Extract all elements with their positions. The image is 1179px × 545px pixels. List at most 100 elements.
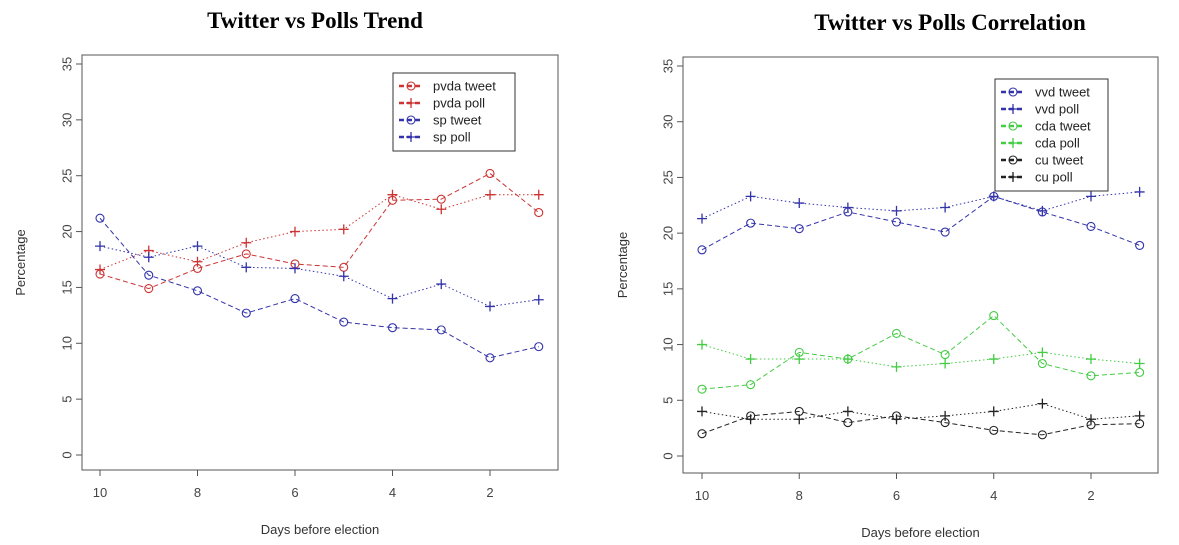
data-point	[143, 252, 154, 263]
data-point	[95, 241, 105, 252]
legend-label: cda poll	[1035, 136, 1080, 151]
data-point	[794, 198, 805, 209]
data-point	[339, 317, 349, 327]
plot-frame	[81, 54, 559, 471]
data-point	[1135, 240, 1145, 250]
data-point	[241, 262, 252, 273]
legend-marker	[406, 98, 416, 108]
series-sp-poll	[95, 241, 544, 312]
y-axis-label: Percentage	[13, 229, 28, 296]
legend-marker	[1008, 138, 1018, 148]
series-line	[701, 191, 1140, 220]
data-point	[485, 301, 495, 312]
data-point	[534, 342, 544, 352]
legend-marker	[406, 81, 416, 91]
data-point	[1086, 191, 1096, 202]
data-point	[290, 226, 300, 237]
data-point	[95, 213, 105, 223]
x-tick-label: 2	[1087, 488, 1094, 503]
data-point	[891, 205, 902, 216]
series-line	[701, 344, 1140, 368]
chart-title: Twitter vs Polls Trend	[207, 8, 423, 33]
data-point	[533, 189, 544, 200]
series-line	[701, 403, 1140, 420]
data-point	[1086, 221, 1096, 232]
data-point	[745, 354, 756, 365]
data-point	[533, 294, 544, 305]
data-point	[794, 414, 805, 425]
data-point	[794, 224, 804, 234]
data-point	[241, 237, 252, 248]
y-tick-label: 35	[59, 57, 74, 71]
legend-box	[994, 78, 1109, 192]
series-pvda-poll	[95, 189, 544, 275]
data-point	[697, 245, 707, 255]
legend-marker	[1008, 121, 1018, 131]
data-point	[1037, 398, 1048, 409]
data-point	[241, 249, 251, 259]
series-line	[99, 194, 539, 271]
data-point	[1086, 414, 1096, 425]
legend-label: vvd poll	[1035, 102, 1079, 117]
data-point	[485, 189, 495, 200]
data-point	[746, 380, 756, 390]
plot-frame	[682, 56, 1159, 474]
x-tick-label: 4	[990, 488, 997, 503]
data-point	[697, 406, 707, 417]
y-tick-label: 15	[660, 282, 675, 296]
data-point	[988, 354, 999, 365]
y-tick-label: 5	[660, 397, 675, 404]
data-point	[387, 323, 398, 333]
data-point	[697, 339, 707, 350]
data-point	[988, 406, 999, 417]
data-point	[387, 293, 398, 304]
data-point	[745, 414, 756, 425]
y-axis-label: Percentage	[615, 232, 630, 299]
data-point	[387, 189, 398, 200]
series-cda-poll	[697, 339, 1145, 372]
data-point	[1134, 358, 1145, 369]
data-point	[697, 429, 707, 439]
x-tick-label: 4	[389, 485, 396, 500]
y-tick-label: 25	[59, 168, 74, 182]
series-line	[99, 245, 539, 307]
data-point	[95, 264, 105, 275]
data-point	[534, 208, 544, 218]
data-point	[1037, 358, 1047, 369]
legend-marker	[1008, 155, 1018, 165]
series-vvd-tweet	[697, 191, 1145, 255]
data-point	[241, 308, 251, 318]
data-point	[745, 191, 756, 202]
y-tick-label: 5	[59, 396, 74, 403]
y-tick-label: 30	[59, 113, 74, 127]
data-point	[144, 270, 154, 280]
data-point	[794, 354, 805, 365]
y-tick-label: 10	[660, 337, 675, 351]
data-point	[1037, 430, 1047, 440]
legend-box	[392, 72, 516, 152]
data-point	[891, 414, 902, 425]
data-point	[940, 410, 951, 421]
x-tick-label: 6	[893, 488, 900, 503]
y-tick-label: 15	[59, 280, 74, 294]
legend-label: vvd tweet	[1035, 85, 1090, 100]
legend-label: cu poll	[1035, 170, 1073, 185]
data-point	[338, 271, 349, 282]
data-point	[485, 168, 495, 179]
data-point	[843, 418, 853, 428]
data-point	[940, 358, 951, 369]
data-point	[290, 263, 300, 274]
legend: pvda tweet pvda poll sp tweet sp poll	[392, 72, 516, 152]
data-point	[891, 217, 902, 227]
series-line	[701, 314, 1140, 390]
series-cu-poll	[697, 398, 1145, 425]
data-point	[1086, 354, 1096, 365]
data-point	[988, 191, 999, 202]
x-tick-label: 10	[695, 488, 709, 503]
x-tick-label: 10	[93, 485, 107, 500]
series-line	[99, 217, 539, 359]
y-tick-label: 20	[660, 226, 675, 240]
data-point	[192, 256, 203, 267]
data-point	[436, 194, 446, 204]
x-axis-label: Days before election	[861, 525, 980, 540]
